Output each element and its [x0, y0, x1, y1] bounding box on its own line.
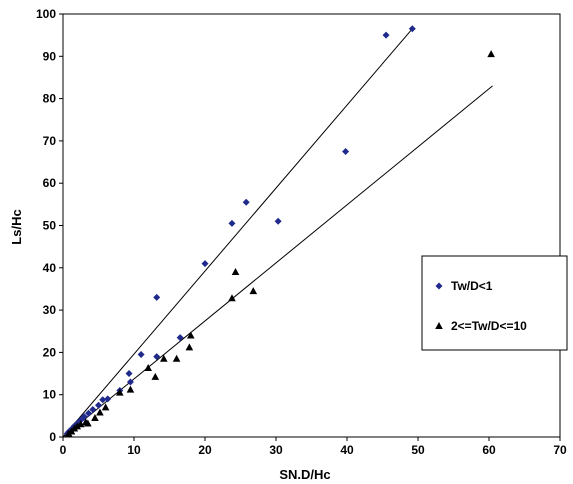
- y-tick-label: 20: [43, 345, 57, 359]
- data-point-series-1: [487, 50, 495, 58]
- data-point-series-0: [126, 378, 134, 386]
- x-axis: 0 10 20 30 40 50 60 70: [60, 437, 567, 457]
- data-point-series-1: [231, 268, 240, 276]
- data-point-series-0: [342, 147, 350, 155]
- data-point-series-1: [151, 372, 160, 380]
- x-tick-label: 70: [553, 443, 567, 457]
- data-point-series-1: [144, 364, 152, 372]
- data-point-series-0: [95, 401, 102, 409]
- data-point-series-0: [153, 293, 161, 301]
- y-tick-label: 90: [43, 49, 57, 63]
- x-tick-label: 20: [198, 443, 212, 457]
- x-tick-label: 30: [269, 443, 283, 457]
- data-point-series-0: [176, 334, 184, 342]
- data-points: [63, 25, 495, 438]
- data-point-series-1: [76, 420, 85, 428]
- series-1: [64, 50, 495, 437]
- data-point-series-0: [382, 31, 390, 39]
- x-tick-label: 10: [127, 443, 141, 457]
- y-tick-label: 70: [43, 134, 57, 148]
- legend-marker-diamond: [435, 282, 443, 290]
- y-tick-label: 0: [49, 430, 56, 444]
- trendlines: [62, 28, 493, 438]
- data-point-series-1: [249, 287, 258, 295]
- y-tick-label: 40: [43, 261, 57, 275]
- data-point-series-1: [228, 294, 236, 302]
- data-point-series-0: [125, 370, 133, 378]
- data-point-series-0: [153, 353, 161, 361]
- data-point-series-1: [160, 354, 168, 362]
- data-point-series-1: [101, 403, 110, 411]
- y-tick-label: 10: [43, 388, 57, 402]
- data-point-series-0: [228, 219, 236, 227]
- data-point-series-1: [126, 385, 135, 393]
- y-axis-title: Ls/Hc: [9, 209, 24, 244]
- trendline-series-1: [62, 85, 493, 438]
- data-point-series-0: [137, 351, 145, 359]
- data-point-series-0: [89, 406, 97, 414]
- trendline-series-0: [62, 28, 413, 438]
- y-tick-label: 50: [43, 219, 57, 233]
- x-tick-label: 0: [60, 443, 67, 457]
- legend-box: [421, 255, 568, 351]
- x-tick-label: 50: [411, 443, 425, 457]
- x-tick-label: 40: [340, 443, 354, 457]
- data-point-series-0: [85, 409, 93, 417]
- data-point-series-1: [172, 354, 181, 362]
- data-point-series-1: [84, 419, 92, 427]
- x-axis-title: SN.D/Hc: [279, 467, 330, 482]
- legend-marker-triangle: [435, 322, 443, 329]
- plot-area: [62, 13, 561, 438]
- data-point-series-0: [201, 260, 209, 268]
- legend-label-tw-d-lt-1: Tw/D<1: [451, 279, 493, 293]
- data-point-series-0: [80, 413, 88, 421]
- data-point-series-1: [116, 388, 124, 396]
- data-point-series-1: [91, 413, 99, 421]
- data-point-series-0: [242, 198, 250, 206]
- data-point-series-1: [73, 422, 81, 430]
- data-point-series-0: [274, 217, 282, 225]
- legend-label-2-le-tw-d-le-10: 2<=Tw/D<=10: [451, 319, 527, 333]
- legend: Tw/D<1 2<=Tw/D<=10: [421, 255, 568, 351]
- y-tick-label: 30: [43, 303, 57, 317]
- data-point-series-1: [185, 343, 194, 351]
- y-tick-label: 60: [43, 176, 57, 190]
- y-tick-label: 80: [43, 92, 57, 106]
- y-tick-label: 100: [36, 7, 56, 21]
- data-point-series-0: [99, 396, 107, 404]
- data-point-series-1: [96, 408, 104, 416]
- y-axis: 0 10 20 30 40 50 60 70 80 90 100: [36, 7, 63, 444]
- data-point-series-1: [187, 331, 195, 339]
- plot-border: [62, 13, 561, 438]
- data-point-series-0: [408, 25, 416, 33]
- data-point-series-0: [104, 395, 112, 403]
- x-tick-label: 60: [482, 443, 496, 457]
